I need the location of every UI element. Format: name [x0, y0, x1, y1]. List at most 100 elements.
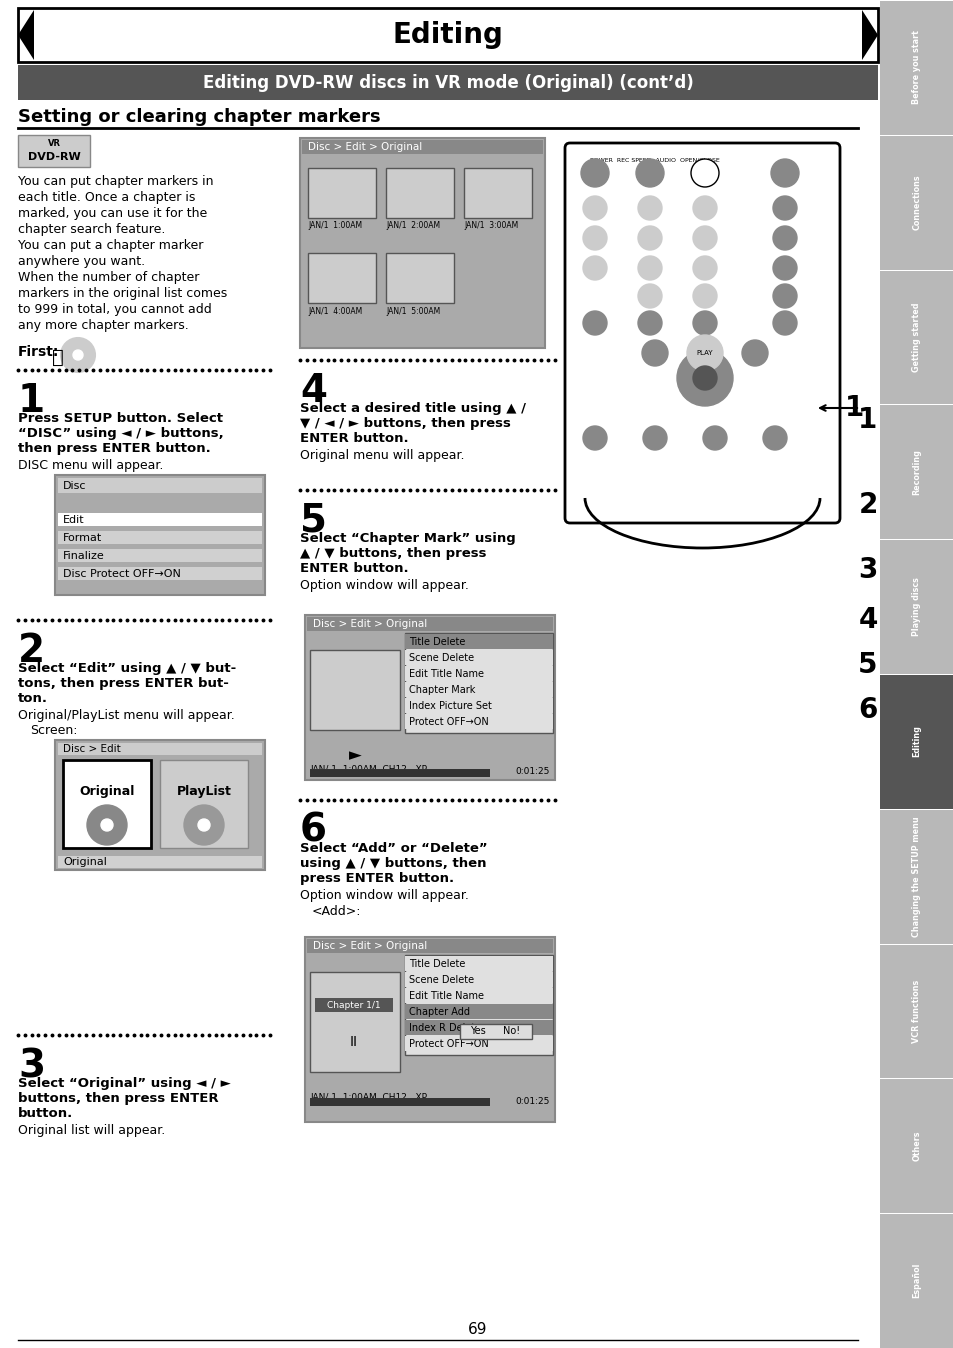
Circle shape — [692, 256, 717, 280]
Text: PLAY: PLAY — [696, 350, 713, 356]
Text: 💿: 💿 — [52, 348, 64, 367]
Text: Edit: Edit — [63, 515, 85, 524]
Text: marked, you can use it for the: marked, you can use it for the — [18, 208, 207, 220]
Text: JAN/1  4:00AM: JAN/1 4:00AM — [308, 306, 362, 315]
Bar — [305, 937, 555, 1122]
Text: You can put chapter markers in: You can put chapter markers in — [18, 175, 213, 187]
Circle shape — [638, 226, 661, 249]
Text: Scene Delete: Scene Delete — [409, 975, 474, 985]
Bar — [405, 714, 553, 729]
Text: JAN/1  5:00AM: JAN/1 5:00AM — [386, 306, 439, 315]
Circle shape — [101, 820, 112, 830]
Circle shape — [582, 226, 606, 249]
Bar — [405, 698, 553, 713]
Text: anywhere you want.: anywhere you want. — [18, 255, 145, 268]
Bar — [58, 514, 262, 526]
Text: button.: button. — [18, 1107, 73, 1120]
Text: Format: Format — [63, 532, 102, 543]
Circle shape — [73, 350, 83, 360]
Bar — [58, 479, 262, 493]
Circle shape — [582, 256, 606, 280]
Circle shape — [582, 195, 606, 220]
Text: 0:01:25: 0:01:25 — [515, 1097, 550, 1107]
Text: First:: First: — [18, 345, 59, 359]
Text: Connections: Connections — [911, 174, 921, 231]
Text: ENTER button.: ENTER button. — [299, 431, 408, 445]
Bar — [879, 1, 953, 135]
Bar — [879, 675, 953, 809]
Text: JAN/1  3:00AM: JAN/1 3:00AM — [463, 221, 517, 231]
Text: Finalize: Finalize — [63, 551, 105, 561]
Bar — [308, 253, 375, 303]
Bar — [405, 1037, 553, 1051]
Bar — [58, 743, 262, 755]
Bar — [310, 650, 399, 731]
Text: Edit Title Name: Edit Title Name — [409, 669, 483, 679]
Bar — [55, 474, 265, 594]
Text: 4: 4 — [858, 607, 877, 634]
Bar — [305, 615, 555, 780]
Text: JAN/ 1  1:00AM  CH12   XP: JAN/ 1 1:00AM CH12 XP — [310, 1092, 427, 1101]
Text: You can put a chapter marker: You can put a chapter marker — [18, 239, 203, 252]
Text: ►: ► — [348, 745, 361, 764]
Circle shape — [61, 338, 95, 372]
Text: ▼ / ◄ / ► buttons, then press: ▼ / ◄ / ► buttons, then press — [299, 417, 511, 430]
Bar — [459, 1024, 532, 1039]
Bar — [405, 666, 553, 681]
Text: No!: No! — [503, 1026, 520, 1037]
Bar — [18, 8, 877, 62]
Text: Yes: Yes — [470, 1026, 485, 1037]
FancyBboxPatch shape — [564, 143, 840, 523]
Text: Select “Add” or “Delete”: Select “Add” or “Delete” — [299, 842, 487, 855]
Bar — [405, 956, 553, 971]
Bar — [405, 1004, 553, 1019]
Text: Select “Chapter Mark” using: Select “Chapter Mark” using — [299, 532, 516, 545]
Bar — [58, 856, 262, 868]
Bar — [58, 531, 262, 545]
Text: Disc > Edit > Original: Disc > Edit > Original — [313, 941, 427, 950]
Circle shape — [690, 159, 719, 187]
Text: 6: 6 — [858, 696, 877, 724]
Text: Protect OFF→ON: Protect OFF→ON — [409, 717, 488, 727]
Bar — [299, 137, 544, 348]
Bar — [310, 972, 399, 1072]
Bar — [314, 998, 393, 1012]
Bar — [463, 168, 532, 218]
Text: Select “Original” using ◄ / ►: Select “Original” using ◄ / ► — [18, 1077, 231, 1091]
Text: 4: 4 — [299, 372, 327, 410]
Circle shape — [198, 820, 210, 830]
Bar — [405, 1020, 553, 1035]
Text: Index Picture Set: Index Picture Set — [409, 701, 492, 710]
Bar — [307, 617, 553, 631]
Bar — [879, 541, 953, 674]
Polygon shape — [18, 9, 34, 61]
Text: Original/PlayList menu will appear.: Original/PlayList menu will appear. — [18, 709, 234, 723]
Text: buttons, then press ENTER: buttons, then press ENTER — [18, 1092, 218, 1105]
Text: Screen:: Screen: — [30, 724, 77, 737]
Bar — [55, 740, 265, 869]
Text: Setting or clearing chapter markers: Setting or clearing chapter markers — [18, 108, 380, 125]
Text: 5: 5 — [299, 501, 327, 541]
Text: 3: 3 — [858, 555, 877, 584]
Text: Español: Español — [911, 1263, 921, 1298]
Text: Chapter Add: Chapter Add — [409, 1007, 470, 1016]
Text: ton.: ton. — [18, 692, 48, 705]
Text: Select “Edit” using ▲ / ▼ but-: Select “Edit” using ▲ / ▼ but- — [18, 662, 236, 675]
Text: Playing discs: Playing discs — [911, 577, 921, 636]
Text: DVD-RW: DVD-RW — [28, 152, 80, 162]
Bar — [308, 168, 375, 218]
Text: Scene Delete: Scene Delete — [409, 652, 474, 663]
Bar — [18, 65, 877, 100]
Circle shape — [184, 805, 224, 845]
Text: tons, then press ENTER but-: tons, then press ENTER but- — [18, 677, 229, 690]
Text: Original: Original — [79, 786, 134, 798]
Text: Disc > Edit > Original: Disc > Edit > Original — [313, 619, 427, 630]
Text: each title. Once a chapter is: each title. Once a chapter is — [18, 191, 195, 204]
Text: 6: 6 — [299, 811, 327, 851]
Bar — [18, 135, 90, 167]
Circle shape — [770, 159, 799, 187]
Text: Original list will appear.: Original list will appear. — [18, 1124, 165, 1136]
Text: VCR functions: VCR functions — [911, 980, 921, 1042]
Circle shape — [702, 426, 726, 450]
Circle shape — [692, 367, 717, 390]
